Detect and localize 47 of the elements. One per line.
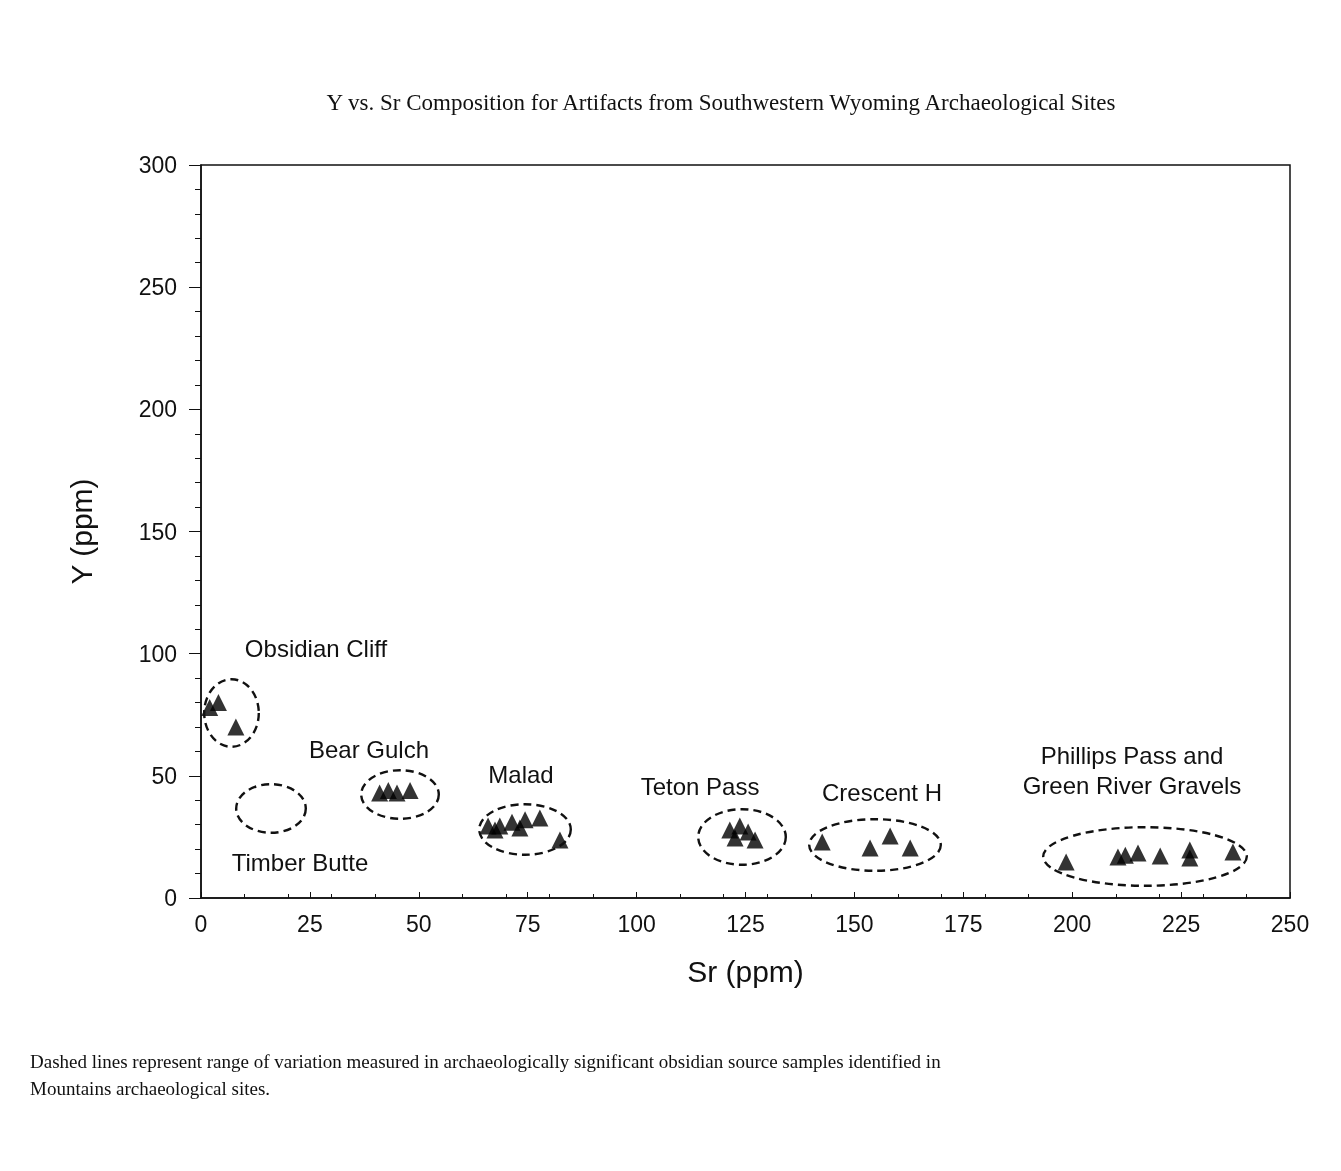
annotation: Malad xyxy=(488,760,554,788)
x-tick-label: 25 xyxy=(297,910,323,937)
x-tick-label: 150 xyxy=(835,910,874,937)
x-tick-label: 50 xyxy=(406,910,432,937)
point xyxy=(1116,846,1134,864)
point xyxy=(1129,844,1147,862)
point xyxy=(813,833,831,851)
x-tick-label: 0 xyxy=(194,910,208,937)
point xyxy=(1151,847,1169,865)
point xyxy=(227,718,245,736)
point xyxy=(1181,849,1199,867)
annotation: Timber Butte xyxy=(231,848,369,876)
point xyxy=(1057,853,1075,871)
point xyxy=(491,817,509,835)
x-tick-label: 75 xyxy=(514,910,541,937)
chart-title: Y vs. Sr Composition for Artifacts from Southwestern Wyoming Archaeological Sites xyxy=(326,90,1116,115)
x-tick-label: 175 xyxy=(944,910,983,937)
y-tick-label: 300 xyxy=(138,152,177,178)
point xyxy=(1224,843,1242,861)
y-tick-label: 0 xyxy=(164,885,177,911)
annotation: Teton Pass xyxy=(640,772,760,800)
point xyxy=(401,781,419,799)
x-tick-label: 225 xyxy=(1161,910,1201,937)
annotation: Obsidian Cliff xyxy=(244,634,388,662)
x-tick-label: 125 xyxy=(726,910,765,937)
point xyxy=(388,784,406,802)
point xyxy=(881,827,899,845)
point xyxy=(901,839,919,857)
y-tick-label: 50 xyxy=(151,762,177,789)
annotation: Bear Gulch xyxy=(308,735,430,763)
x-tick-label: 250 xyxy=(1270,910,1310,937)
x-tick-label: 200 xyxy=(1053,910,1092,937)
y-tick-label: 200 xyxy=(138,396,177,423)
point xyxy=(746,831,764,849)
annotation: Phillips Pass and Green River Gravels xyxy=(1022,741,1242,799)
point xyxy=(209,694,227,712)
text: Dashed lines represent range of variation measured in archaeologically significant obsidian source samples identified in Mountains archaeological sites. xyxy=(30,1051,942,1099)
point xyxy=(516,811,534,829)
x-tick-label: 100 xyxy=(617,910,656,937)
y-tick-label: 150 xyxy=(138,518,177,545)
point xyxy=(531,809,549,827)
y-tick-label: 100 xyxy=(138,640,177,667)
point xyxy=(861,839,879,857)
x-axis-title: Sr (ppm) xyxy=(687,954,804,988)
annotation: Crescent H xyxy=(821,778,943,806)
y-tick-label: 250 xyxy=(138,274,177,301)
y-axis-title: Y (ppm) xyxy=(64,478,98,585)
